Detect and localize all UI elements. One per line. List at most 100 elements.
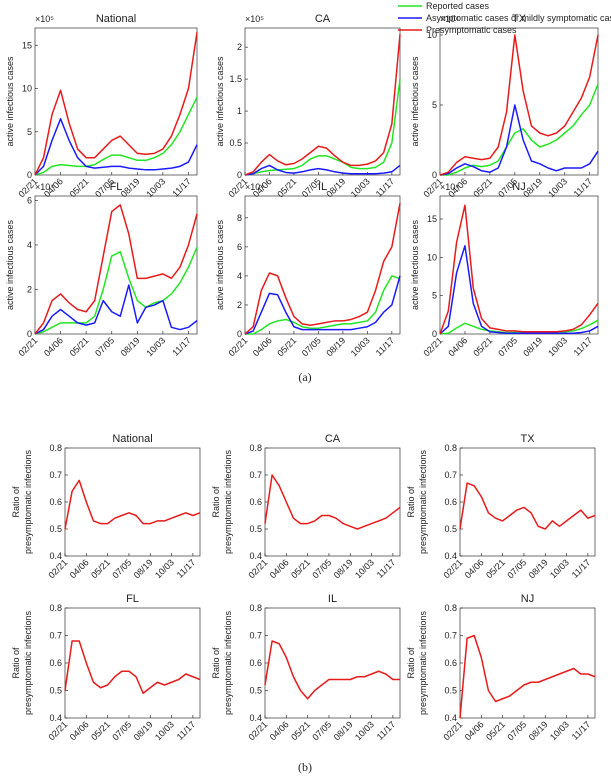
y-tick-label: 0.6 <box>249 658 262 668</box>
series-line <box>440 83 599 176</box>
y-tick-label: 0.7 <box>249 631 262 641</box>
x-tick-label: 11/17 <box>375 557 398 580</box>
y-tick-label: 0.7 <box>444 631 457 641</box>
y-tick-label: 1.5 <box>229 74 242 84</box>
legend-label: Reported cases <box>426 1 490 11</box>
x-tick-label: 05/21 <box>275 335 298 358</box>
y-axis-label: presymptomatic infections <box>23 449 33 554</box>
y-axis-label: Ratio of <box>211 486 221 518</box>
axis-multiplier: ×10⁴ <box>35 182 54 192</box>
y-tick-label: 0 <box>27 329 32 339</box>
x-tick-label: 10/03 <box>548 557 571 580</box>
series-line <box>34 32 198 176</box>
y-axis-label: Ratio of <box>406 486 416 518</box>
x-tick-label: 10/03 <box>546 335 569 358</box>
y-tick-label: 0.4 <box>444 713 457 723</box>
y-tick-label: 0.6 <box>249 497 262 507</box>
x-tick-label: 04/06 <box>251 335 274 358</box>
x-tick-label: 11/17 <box>170 335 193 358</box>
panel-title: FL <box>110 181 123 193</box>
y-tick-label: 0 <box>27 170 32 180</box>
y-tick-label: 0.5 <box>249 686 262 696</box>
series-line <box>459 482 596 530</box>
y-axis-label: Ratio of <box>406 647 416 679</box>
x-tick-label: 10/03 <box>153 557 176 580</box>
y-tick-label: 0.6 <box>444 658 457 668</box>
y-axis-label: presymptomatic infections <box>23 610 33 715</box>
y-tick-label: 4 <box>237 271 242 281</box>
series-line <box>459 634 596 719</box>
y-tick-label: 0.7 <box>444 470 457 480</box>
legend-box <box>394 0 603 40</box>
y-axis-label: active infectious cases <box>215 219 225 310</box>
x-tick-label: 11/17 <box>572 176 595 199</box>
legend-label: Presymptomatic cases <box>426 25 517 35</box>
series-line <box>34 118 198 176</box>
x-tick-label: 10/03 <box>353 557 376 580</box>
x-tick-label: 04/06 <box>446 335 469 358</box>
panel-title: CA <box>325 433 341 445</box>
y-tick-label: 0.5 <box>444 524 457 534</box>
panel-title: TX <box>512 13 527 25</box>
y-tick-label: 15 <box>22 40 32 50</box>
plot-frame <box>244 27 401 176</box>
y-tick-label: 1 <box>237 106 242 116</box>
series-line <box>244 275 401 335</box>
series-line <box>439 319 599 335</box>
x-tick-label: 08/19 <box>332 719 355 742</box>
plot-frame <box>459 607 596 719</box>
y-tick-label: 10 <box>427 30 437 40</box>
y-axis-label: active infectious cases <box>5 56 15 147</box>
y-tick-label: 2 <box>27 284 32 294</box>
y-tick-label: 0.8 <box>249 443 262 453</box>
x-tick-label: 07/05 <box>310 719 333 742</box>
y-tick-label: 0.8 <box>49 443 62 453</box>
y-tick-label: 0.5 <box>229 138 242 148</box>
y-axis-label: presymptomatic infections <box>223 449 233 554</box>
x-tick-label: 04/06 <box>463 719 486 742</box>
x-tick-label: 02/21 <box>16 335 39 358</box>
y-tick-label: 10 <box>22 84 32 94</box>
plot-frame <box>439 27 599 176</box>
legend-label: Asymptomatic cases or mildly symptomatic… <box>426 13 611 23</box>
y-axis-label: active infectious cases <box>215 56 225 147</box>
series-line <box>34 96 198 176</box>
y-tick-label: 5 <box>432 100 437 110</box>
y-tick-label: 0 <box>237 329 242 339</box>
y-tick-label: 0.6 <box>444 497 457 507</box>
x-tick-label: 07/05 <box>496 335 519 358</box>
axis-multiplier: ×10⁵ <box>35 14 54 24</box>
panel-title: National <box>112 433 152 445</box>
y-tick-label: 0.7 <box>249 470 262 480</box>
x-tick-label: 08/19 <box>324 335 347 358</box>
y-tick-label: 6 <box>237 242 242 252</box>
x-tick-label: 11/17 <box>572 335 595 358</box>
y-tick-label: 0.4 <box>249 551 262 561</box>
y-axis-label: active infectious cases <box>410 219 420 310</box>
x-tick-label: 11/17 <box>170 176 193 199</box>
x-tick-label: 10/03 <box>144 335 167 358</box>
x-tick-label: 11/17 <box>570 719 593 742</box>
x-tick-label: 08/19 <box>527 719 550 742</box>
y-axis-label: Ratio of <box>11 486 21 518</box>
axis-multiplier: ×10⁵ <box>245 14 264 24</box>
x-tick-label: 02/21 <box>226 335 249 358</box>
panel-title: FL <box>126 593 139 605</box>
series-line <box>439 245 599 335</box>
x-tick-label: 05/21 <box>289 557 312 580</box>
series-line <box>244 34 401 176</box>
y-tick-label: 0.4 <box>249 713 262 723</box>
caption: (b) <box>298 760 312 774</box>
x-tick-label: 08/19 <box>132 557 155 580</box>
panel-title: TX <box>520 433 535 445</box>
series-line <box>34 204 198 335</box>
y-tick-label: 8 <box>237 213 242 223</box>
y-axis-label: presymptomatic infections <box>418 610 428 715</box>
x-tick-label: 05/21 <box>471 335 494 358</box>
x-tick-label: 07/05 <box>110 719 133 742</box>
series-line <box>244 203 401 335</box>
x-tick-label: 07/05 <box>505 719 528 742</box>
y-tick-label: 0.5 <box>444 686 457 696</box>
series-line <box>264 640 400 700</box>
